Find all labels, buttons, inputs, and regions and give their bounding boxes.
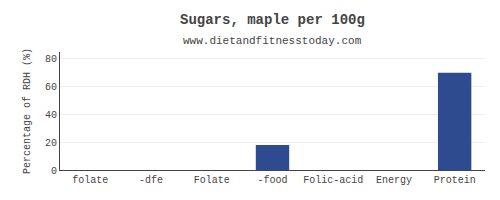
svg-text:Folic-acid: Folic-acid — [303, 175, 363, 186]
svg-text:www.dietandfitnesstoday.com: www.dietandfitnesstoday.com — [183, 35, 362, 47]
svg-text:-food: -food — [257, 175, 287, 186]
svg-text:80: 80 — [45, 54, 57, 65]
svg-text:60: 60 — [45, 82, 57, 93]
svg-text:Sugars, maple per 100g: Sugars, maple per 100g — [180, 12, 365, 28]
svg-text:-dfe: -dfe — [139, 175, 163, 186]
svg-text:20: 20 — [45, 138, 57, 149]
svg-text:folate: folate — [72, 175, 108, 186]
svg-text:40: 40 — [45, 110, 57, 121]
svg-text:Percentage of RDH (%): Percentage of RDH (%) — [22, 48, 33, 174]
svg-text:0: 0 — [51, 166, 57, 177]
svg-text:Folate: Folate — [194, 175, 230, 186]
svg-text:Protein: Protein — [434, 175, 476, 186]
svg-text:Energy: Energy — [376, 175, 412, 186]
